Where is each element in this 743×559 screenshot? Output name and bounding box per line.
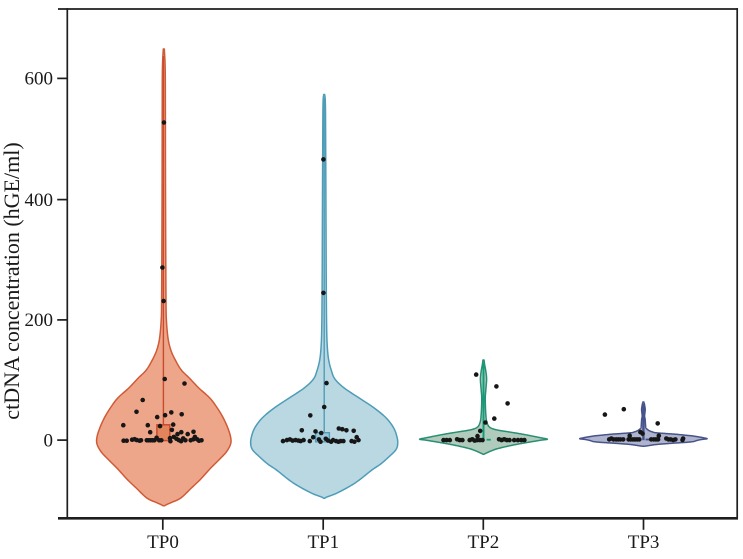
svg-text:TP3: TP3 xyxy=(628,532,660,553)
svg-text:400: 400 xyxy=(25,190,54,211)
svg-text:TP0: TP0 xyxy=(147,532,179,553)
svg-text:600: 600 xyxy=(25,69,54,90)
svg-text:TP1: TP1 xyxy=(307,532,339,553)
svg-text:200: 200 xyxy=(25,310,54,331)
svg-text:TP2: TP2 xyxy=(468,532,500,553)
svg-text:0: 0 xyxy=(44,430,54,451)
svg-text:ctDNA concentration (hGE/ml): ctDNA concentration (hGE/ml) xyxy=(0,142,24,419)
